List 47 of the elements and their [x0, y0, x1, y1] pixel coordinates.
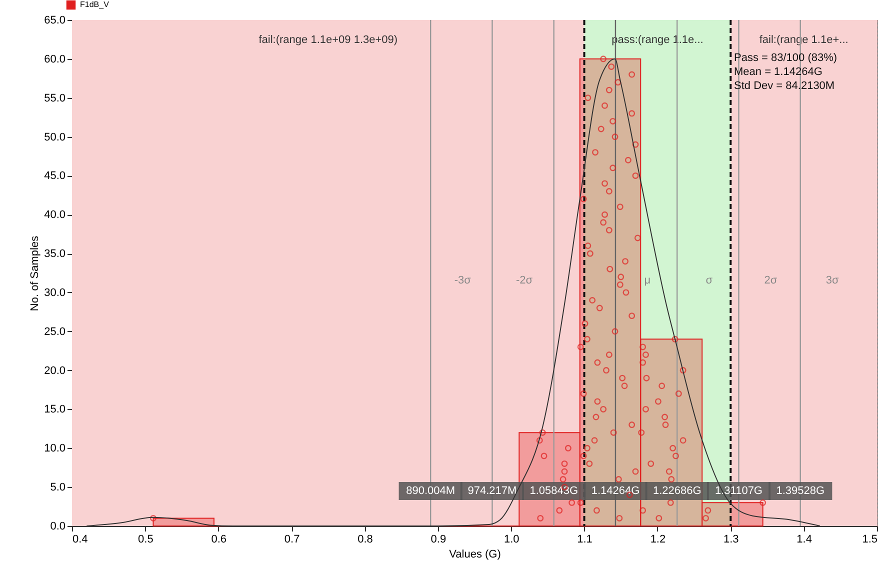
x-tick-label: 0.8: [358, 534, 373, 546]
x-tick-label: 0.5: [138, 534, 154, 546]
annotation: 1.14264G: [591, 484, 640, 497]
y-tick-label: 55.0: [44, 92, 66, 104]
x-tick-label: 0.9: [430, 534, 446, 546]
annotation: Pass = 83/100 (83%): [734, 52, 838, 64]
y-tick-label: 5.0: [50, 482, 66, 494]
legend-label: F1dB_V: [80, 0, 110, 9]
x-tick-label: 1.5: [862, 534, 878, 546]
x-tick-label: 1.2: [650, 534, 666, 546]
ref-line-label: -2σ: [516, 274, 533, 287]
x-tick-label: 0.6: [211, 534, 227, 546]
y-axis-title: No. of Samples: [29, 235, 42, 312]
x-tick-label: 1.4: [796, 534, 812, 546]
band-label: fail:(range 1.1e+09 1.3e+09): [258, 34, 398, 46]
annotation: 974.217M: [468, 484, 517, 497]
ref-line-label: σ: [706, 274, 713, 287]
annotation: Mean = 1.14264G: [734, 66, 822, 78]
y-tick-label: 45.0: [44, 170, 66, 182]
y-tick-label: 65.0: [44, 14, 66, 26]
x-axis-title: Values (G): [449, 548, 501, 560]
y-tick-label: 50.0: [44, 131, 66, 144]
ref-line-label: 3σ: [826, 274, 840, 287]
x-tick-label: 0.7: [284, 534, 300, 546]
annotation: 890.004M: [406, 484, 456, 497]
y-tick-label: 15.0: [44, 404, 66, 416]
x-tick-label: 1.0: [504, 534, 520, 546]
y-tick-label: 25.0: [44, 326, 66, 338]
ref-line-label: μ: [644, 274, 651, 287]
ref-line-label: -3σ: [454, 274, 472, 287]
annotation: 1.31107G: [714, 484, 762, 497]
annotation: Std Dev = 84.2130M: [734, 80, 835, 92]
ref-line-label: 2σ: [764, 274, 778, 287]
x-tick-label: 0.4: [72, 534, 88, 546]
y-tick-label: 0.0: [50, 520, 66, 532]
y-tick-label: 10.0: [44, 442, 66, 455]
y-tick-label: 30.0: [44, 286, 66, 299]
annotation: 1.05843G: [530, 484, 578, 497]
y-tick-label: 20.0: [44, 364, 66, 377]
band-label: fail:(range 1.1e+...: [759, 34, 848, 46]
x-tick-label: 1.1: [577, 534, 592, 546]
y-tick-label: 35.0: [44, 248, 66, 260]
annotation: 1.22686G: [652, 484, 702, 497]
y-tick-label: 60.0: [44, 53, 66, 66]
y-tick-label: 40.0: [44, 209, 66, 222]
x-tick-label: 1.3: [723, 534, 739, 546]
annotation: 1.39528G: [776, 484, 825, 497]
